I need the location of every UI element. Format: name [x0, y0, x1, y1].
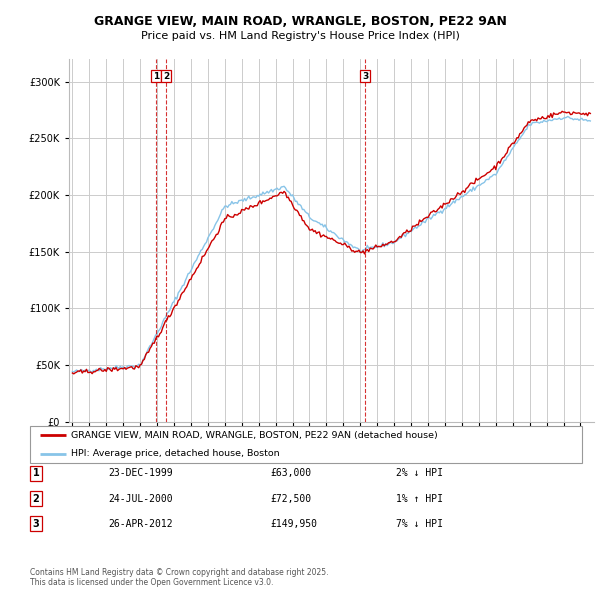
Text: 3: 3 — [32, 519, 40, 529]
Text: £72,500: £72,500 — [270, 494, 311, 503]
Text: 24-JUL-2000: 24-JUL-2000 — [108, 494, 173, 503]
Text: 2: 2 — [163, 71, 169, 80]
Text: 1: 1 — [152, 71, 159, 80]
Text: HPI: Average price, detached house, Boston: HPI: Average price, detached house, Bost… — [71, 450, 280, 458]
Text: 23-DEC-1999: 23-DEC-1999 — [108, 468, 173, 478]
Text: 1: 1 — [32, 468, 40, 478]
Text: £63,000: £63,000 — [270, 468, 311, 478]
Text: 7% ↓ HPI: 7% ↓ HPI — [396, 519, 443, 529]
Text: 3: 3 — [362, 71, 368, 80]
Text: 2: 2 — [32, 494, 40, 503]
Text: Contains HM Land Registry data © Crown copyright and database right 2025.
This d: Contains HM Land Registry data © Crown c… — [30, 568, 329, 587]
Text: 1% ↑ HPI: 1% ↑ HPI — [396, 494, 443, 503]
Text: 2% ↓ HPI: 2% ↓ HPI — [396, 468, 443, 478]
Text: GRANGE VIEW, MAIN ROAD, WRANGLE, BOSTON, PE22 9AN: GRANGE VIEW, MAIN ROAD, WRANGLE, BOSTON,… — [94, 15, 506, 28]
Text: Price paid vs. HM Land Registry's House Price Index (HPI): Price paid vs. HM Land Registry's House … — [140, 31, 460, 41]
Text: 26-APR-2012: 26-APR-2012 — [108, 519, 173, 529]
Text: GRANGE VIEW, MAIN ROAD, WRANGLE, BOSTON, PE22 9AN (detached house): GRANGE VIEW, MAIN ROAD, WRANGLE, BOSTON,… — [71, 431, 438, 440]
Text: £149,950: £149,950 — [270, 519, 317, 529]
FancyBboxPatch shape — [30, 426, 582, 463]
